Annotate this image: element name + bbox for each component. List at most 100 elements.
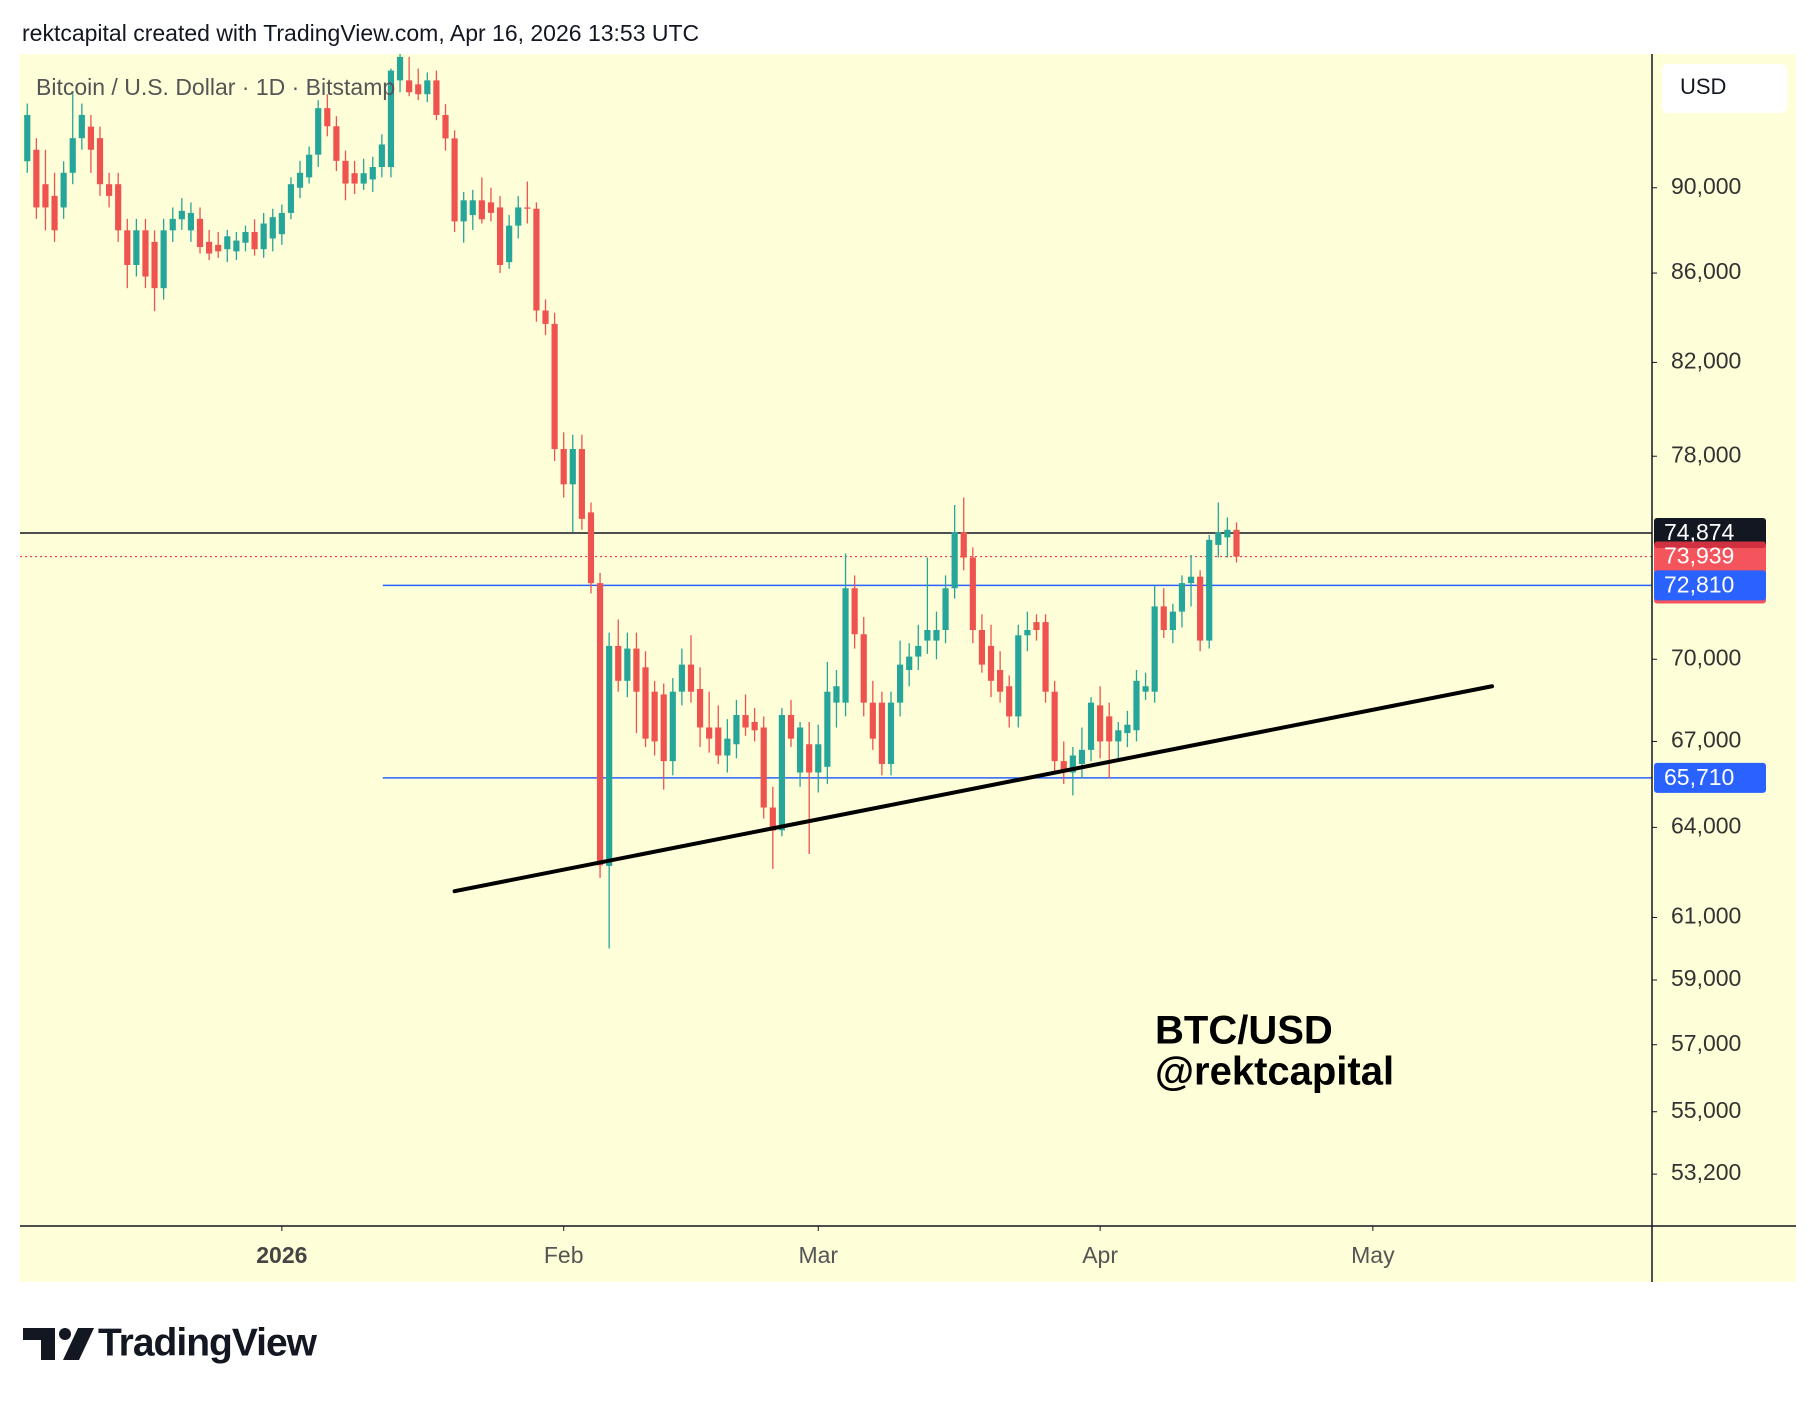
- candle: [1206, 534, 1213, 649]
- candle: [1224, 517, 1231, 558]
- candle-body: [1115, 730, 1122, 742]
- candle: [687, 635, 695, 703]
- candle-body: [1006, 686, 1013, 717]
- candle: [469, 189, 476, 230]
- candle-body: [924, 630, 931, 641]
- candle: [897, 640, 904, 717]
- candle-body: [978, 630, 986, 665]
- candle: [424, 72, 431, 103]
- candle-body: [251, 232, 258, 250]
- candle-body: [342, 160, 349, 184]
- candle-body: [742, 715, 749, 728]
- candle-body: [178, 210, 185, 220]
- candle: [724, 719, 731, 773]
- candle-body: [406, 80, 413, 93]
- candle-body: [733, 715, 740, 745]
- candle: [224, 229, 231, 263]
- candle: [278, 204, 285, 245]
- candle: [151, 230, 158, 312]
- candle-body: [878, 702, 886, 764]
- candle-body: [496, 207, 504, 265]
- x-tick-label: Mar: [798, 1242, 838, 1268]
- candle: [515, 196, 522, 239]
- candle-body: [987, 645, 995, 681]
- candle-body: [751, 721, 758, 731]
- candle: [1115, 721, 1122, 759]
- candle: [296, 160, 304, 199]
- candle: [196, 207, 204, 254]
- candle-body: [442, 114, 449, 139]
- candle-body: [1142, 686, 1149, 692]
- candle-body: [515, 207, 522, 226]
- candle-body: [969, 557, 976, 631]
- candle: [642, 651, 649, 748]
- candle-body: [260, 223, 267, 250]
- trend-line: [452, 684, 1494, 894]
- candle: [51, 172, 58, 242]
- candle: [1087, 697, 1095, 762]
- candle: [351, 160, 358, 195]
- candle: [415, 68, 422, 101]
- candle-body: [842, 588, 849, 703]
- candle-body: [596, 583, 604, 866]
- candle-body: [587, 512, 595, 584]
- candle-body: [560, 449, 567, 485]
- candle-body: [169, 218, 176, 231]
- candle: [987, 624, 995, 698]
- candle-body: [487, 202, 495, 213]
- candle: [69, 92, 76, 185]
- axis-labels: 90,000 86,000 82,000 78,000 70,000 67,000 64,0…: [256, 173, 1766, 1268]
- candle: [824, 661, 831, 784]
- candle-body: [578, 449, 585, 519]
- candle: [1160, 588, 1167, 638]
- candle-body: [269, 217, 276, 239]
- candle: [160, 218, 167, 300]
- candle: [560, 432, 567, 498]
- currency-button[interactable]: [1662, 64, 1787, 113]
- candle-body: [678, 664, 685, 692]
- candle-body: [278, 212, 285, 235]
- candle: [933, 611, 940, 660]
- candle: [260, 212, 267, 258]
- currency-label[interactable]: USD: [1680, 74, 1726, 99]
- candle-body: [815, 744, 822, 773]
- candle-body: [1178, 583, 1186, 612]
- candle-body: [324, 108, 331, 127]
- candle: [796, 721, 804, 787]
- candle-body: [824, 691, 831, 767]
- y-tick-label: 61,000: [1671, 903, 1741, 929]
- candle: [287, 177, 295, 220]
- candle-body: [196, 218, 204, 248]
- candle-body: [1233, 529, 1240, 557]
- candle: [587, 502, 595, 594]
- candle: [960, 497, 967, 571]
- y-tick-label: 57,000: [1671, 1030, 1741, 1056]
- candle-body: [287, 184, 295, 213]
- symbol-legend: Bitcoin / U.S. Dollar · 1D · Bitstamp: [36, 74, 395, 100]
- candle: [324, 94, 331, 137]
- candle-body: [906, 656, 913, 671]
- candle-body: [1015, 635, 1022, 717]
- candle: [915, 624, 922, 671]
- candle-body: [951, 532, 958, 589]
- candle-body: [96, 138, 104, 185]
- candle-body: [1215, 532, 1222, 545]
- candle-body: [942, 588, 949, 631]
- candle-body: [1197, 576, 1204, 641]
- candle: [387, 68, 395, 178]
- candle-body: [387, 70, 395, 168]
- candle-body: [1069, 755, 1076, 773]
- candle: [369, 156, 376, 192]
- candle: [806, 721, 813, 854]
- candle-body: [433, 80, 440, 115]
- candle-body: [715, 727, 722, 756]
- candle: [242, 225, 249, 252]
- candle: [1169, 603, 1176, 644]
- candle: [696, 667, 704, 748]
- logo-slash: [63, 1328, 94, 1360]
- candle-body: [306, 154, 313, 178]
- candle-body: [887, 702, 895, 764]
- candle: [524, 181, 531, 224]
- candle-body: [1106, 716, 1113, 742]
